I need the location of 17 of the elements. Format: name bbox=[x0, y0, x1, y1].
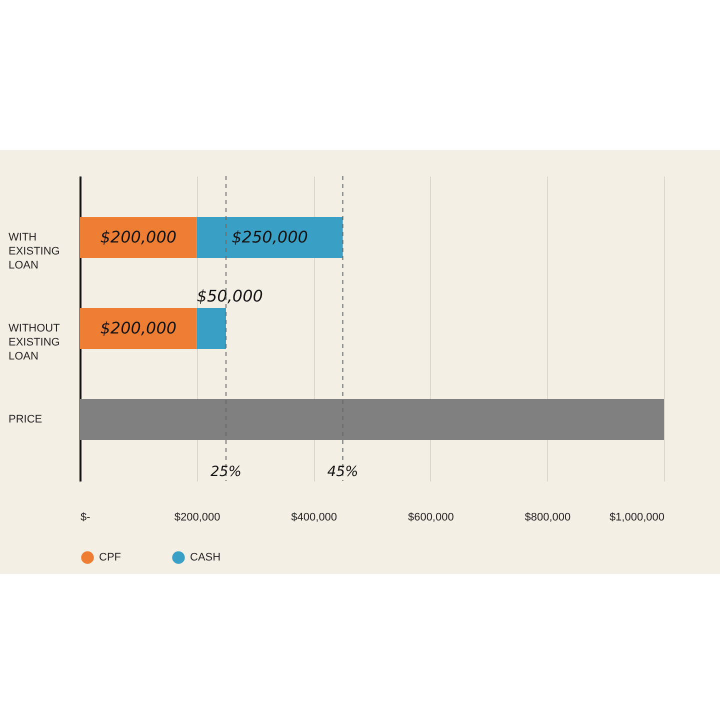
y-tick-label: WITHOUT EXISTING LOAN bbox=[8, 322, 60, 362]
data-label: $200,000 bbox=[100, 227, 177, 246]
y-tick-label: PRICE bbox=[8, 414, 42, 426]
annotation: 25% bbox=[210, 464, 242, 480]
data-label: $200,000 bbox=[100, 318, 177, 338]
legend-label: CASH bbox=[190, 552, 221, 564]
legend-label: CPF bbox=[99, 552, 122, 564]
y-tick-label: WITH EXISTING LOAN bbox=[8, 231, 60, 272]
x-tick-label: $800,000 bbox=[524, 512, 571, 524]
data-label: $250,000 bbox=[232, 227, 308, 246]
annotation: 45% bbox=[327, 464, 358, 480]
data-label: $50,000 bbox=[196, 286, 263, 306]
x-tick-label: $- bbox=[80, 512, 91, 524]
x-tick-label: $600,000 bbox=[408, 512, 454, 524]
x-tick-label: $200,000 bbox=[174, 512, 220, 524]
x-tick-label: $1,000,000 bbox=[609, 512, 664, 524]
x-tick-label: $400,000 bbox=[291, 512, 338, 524]
